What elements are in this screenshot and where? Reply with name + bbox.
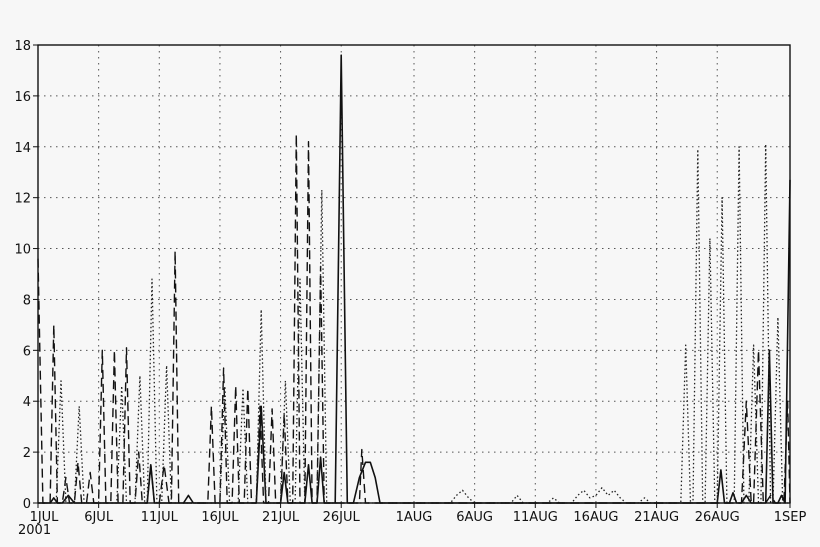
y-tick-label: 6 xyxy=(23,344,31,359)
y-tick-label: 18 xyxy=(14,39,31,54)
y-tick-label: 4 xyxy=(23,395,31,410)
gridlines xyxy=(38,45,790,503)
x-tick-label: 1JUL xyxy=(30,510,60,525)
x-tick-label: 1SEP xyxy=(774,510,807,525)
x-tick-label: 6JUL xyxy=(84,510,114,525)
y-tick-label: 10 xyxy=(14,243,31,258)
y-tick-label: 8 xyxy=(23,293,31,308)
y-tick-label: 16 xyxy=(14,90,31,105)
x-tick-label: 16AUG xyxy=(573,510,618,525)
series-line-dotted xyxy=(38,143,790,504)
x-tick-label: 6AUG xyxy=(456,510,493,525)
y-tick-label: 12 xyxy=(14,192,31,207)
x-tick-label: 11JUL xyxy=(141,510,179,525)
x-tick-label: 21JUL xyxy=(262,510,300,525)
y-axis: 0 2 4 6 8 10 12 14 16 18 xyxy=(14,39,38,512)
x-axis: 1JUL 6JUL 11JUL 16JUL 21JUL 26JUL 1AUG 6AUG 11AU… xyxy=(30,503,807,525)
x-tick-label: 21AUG xyxy=(634,510,679,525)
y-tick-label: 2 xyxy=(23,446,31,461)
x-tick-label: 16JUL xyxy=(201,510,239,525)
x-tick-label: 26JUL xyxy=(323,510,361,525)
x-axis-year-label: 2001 xyxy=(18,523,51,538)
x-tick-label: 1AUG xyxy=(396,510,433,525)
x-tick-label: 26AUG xyxy=(695,510,740,525)
y-tick-label: 14 xyxy=(14,141,31,156)
x-tick-label: 11AUG xyxy=(513,510,558,525)
y-tick-label: 0 xyxy=(23,497,31,512)
